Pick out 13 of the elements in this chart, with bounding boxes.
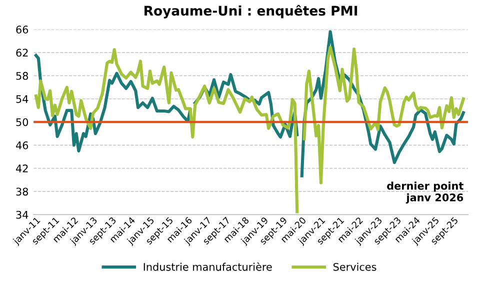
- y-tick-label: 58: [16, 72, 28, 80]
- y-tick-label: 62: [16, 48, 28, 57]
- y-tick-label: 66: [16, 26, 28, 34]
- legend-label: Industrie manufacturière: [144, 262, 272, 271]
- y-tick-label: 50: [16, 118, 28, 126]
- y-tick-label: 34: [16, 210, 28, 219]
- annotation: dernier point janv 2026: [387, 182, 464, 204]
- legend-label: Services: [333, 262, 376, 271]
- y-tick-label: 54: [16, 95, 28, 103]
- y-tick-label: 46: [16, 141, 28, 150]
- chart-title: Royaume-Uni : enquêtes PMI: [144, 4, 358, 18]
- y-tick-label: 42: [16, 164, 28, 172]
- y-tick-label: 38: [16, 188, 28, 196]
